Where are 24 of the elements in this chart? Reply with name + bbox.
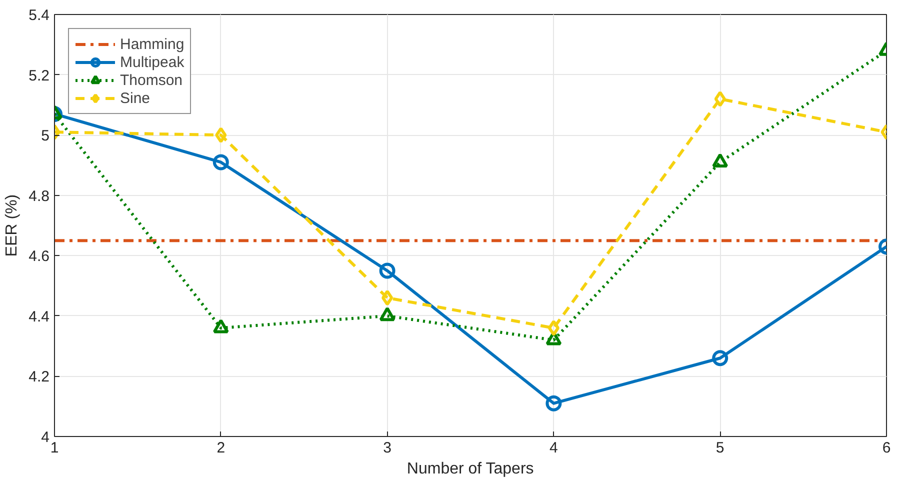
legend-label: Hamming — [120, 35, 184, 53]
y-tick-label: 5.2 — [28, 67, 50, 84]
y-tick-label: 4.6 — [28, 248, 50, 266]
legend-label: Sine — [120, 89, 150, 107]
point — [379, 262, 396, 279]
point — [546, 395, 562, 412]
x-tick-label: 6 — [882, 440, 891, 456]
point — [381, 290, 394, 306]
x-tick-label: 1 — [50, 440, 59, 456]
legend-label: Thomson — [120, 71, 183, 89]
y-axis-title: EER (%) — [4, 194, 21, 257]
x-axis-title: Number of Tapers — [406, 460, 534, 478]
y-tick-label: 4.4 — [28, 308, 50, 326]
x-tick-label: 5 — [716, 440, 724, 456]
y-tick-label: 4.2 — [28, 368, 50, 386]
x-tick-label: 2 — [216, 440, 226, 456]
legend-label: Multipeak — [120, 53, 184, 71]
y-tick-label: 4.8 — [28, 188, 50, 205]
x-tick-label: 3 — [383, 440, 392, 456]
y-tick-label: 5 — [41, 128, 50, 145]
point — [548, 320, 560, 336]
x-tick-label: 4 — [550, 440, 558, 456]
y-tick-label: 4 — [41, 429, 50, 446]
y-tick-label: 5.4 — [28, 7, 50, 24]
